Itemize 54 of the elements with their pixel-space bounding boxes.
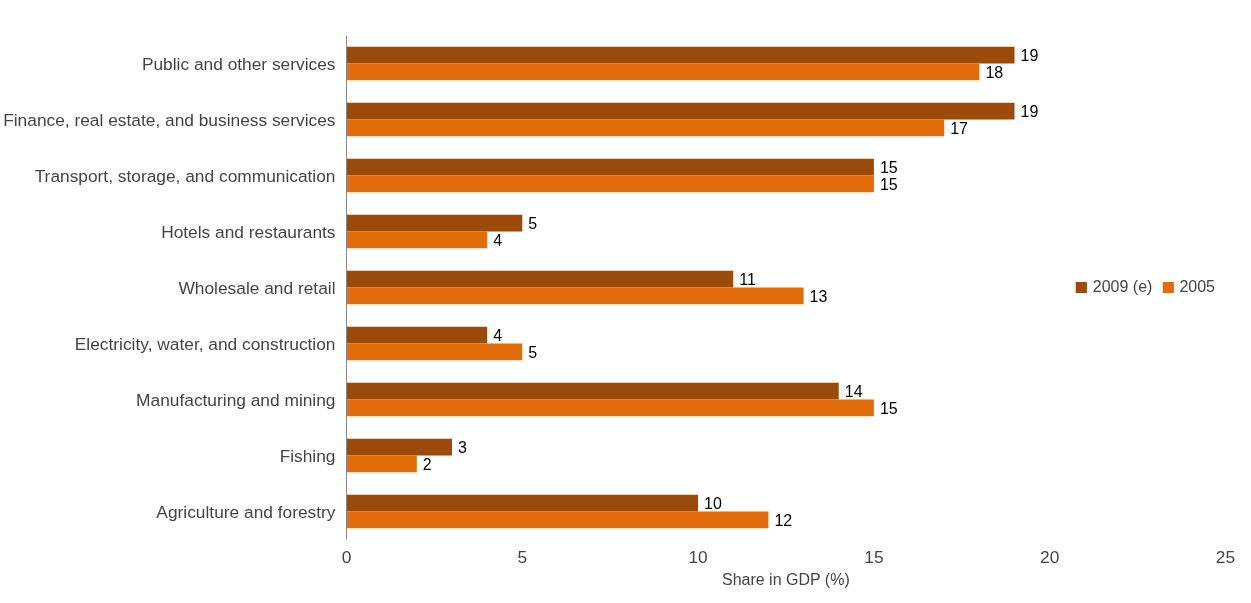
bar <box>346 399 874 417</box>
data-label: 5 <box>528 215 538 233</box>
y-tick-label: Fishing <box>279 445 336 466</box>
x-tick-label: 10 <box>688 546 708 567</box>
data-label: 18 <box>985 63 1004 81</box>
bar <box>346 46 1015 64</box>
y-tick-label: Manufacturing and mining <box>136 389 336 410</box>
bar <box>346 511 769 529</box>
bar <box>346 494 699 512</box>
data-label: 15 <box>879 175 898 193</box>
bar <box>346 158 874 176</box>
bar <box>346 438 452 456</box>
data-label: 15 <box>879 399 898 417</box>
x-tick-label: 20 <box>1040 546 1060 567</box>
data-label: 17 <box>950 119 969 137</box>
bar <box>346 175 874 193</box>
y-tick-label: Transport, storage, and communication <box>34 165 336 186</box>
data-label: 15 <box>879 159 898 177</box>
data-label: 5 <box>528 343 538 361</box>
data-label: 3 <box>457 439 467 457</box>
bar <box>346 455 417 473</box>
bar <box>346 382 839 400</box>
x-axis-title: Share in GDP (%) <box>721 570 850 588</box>
data-label: 13 <box>809 287 828 305</box>
x-tick-label: 5 <box>517 546 528 567</box>
data-label: 14 <box>844 383 863 401</box>
data-label: 4 <box>493 231 503 249</box>
y-tick-label: Finance, real estate, and business services <box>3 109 336 130</box>
y-tick-label: Agriculture and forestry <box>156 501 336 522</box>
bar <box>346 270 734 288</box>
data-label: 2 <box>422 455 432 473</box>
data-label: 11 <box>739 271 756 289</box>
bar <box>346 326 488 344</box>
bar <box>346 102 1015 120</box>
bar <box>346 63 980 81</box>
data-label: 19 <box>1020 47 1039 65</box>
bar <box>346 287 804 305</box>
x-tick-label: 0 <box>341 546 352 567</box>
data-label: 10 <box>704 495 722 513</box>
y-tick-label: Wholesale and retail <box>178 277 336 298</box>
legend-label: 2005 <box>1179 278 1215 296</box>
data-label: 12 <box>774 511 793 529</box>
legend-label: 2009 (e) <box>1092 278 1153 296</box>
data-label: 4 <box>493 327 503 345</box>
y-tick-label: Electricity, water, and construction <box>74 333 336 354</box>
bar <box>346 343 523 361</box>
x-tick-label: 25 <box>1215 546 1236 567</box>
y-tick-label: Public and other services <box>141 53 336 74</box>
y-tick-label: Hotels and restaurants <box>161 221 336 242</box>
data-label: 19 <box>1020 103 1039 121</box>
bar <box>346 231 488 249</box>
bar <box>346 214 523 232</box>
x-tick-label: 15 <box>864 546 884 567</box>
bar <box>346 119 945 137</box>
